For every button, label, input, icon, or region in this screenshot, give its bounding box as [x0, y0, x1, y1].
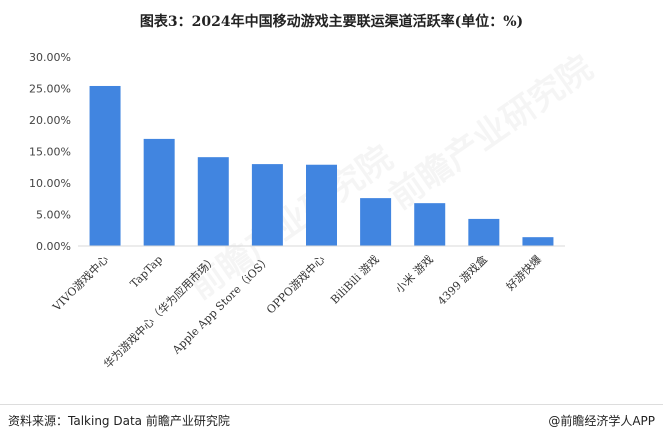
y-tick-label: 15.00% — [29, 146, 71, 159]
x-tick-label: 好游快爆 — [503, 252, 544, 293]
y-tick-label: 5.00% — [36, 209, 71, 222]
source-note: 资料来源：Talking Data 前瞻产业研究院 — [8, 414, 230, 428]
x-tick-label: TapTap — [128, 253, 166, 291]
bar-chart: 前瞻产业研究院 前瞻产业研究院 0.00%5.00%10.00%15.00%20… — [29, 48, 600, 371]
x-tick-label: BiliBili 游戏 — [328, 253, 382, 307]
footer-divider — [0, 404, 663, 405]
y-tick-label: 20.00% — [29, 114, 71, 127]
watermark: 前瞻产业研究院 — [382, 48, 600, 217]
x-tick-label: 华为游戏中心（华为应用市场） — [101, 252, 220, 371]
bar — [143, 138, 175, 246]
y-tick-label: 25.00% — [29, 83, 71, 96]
x-tick-label: VIVO游戏中心 — [50, 253, 112, 315]
y-tick-label: 10.00% — [29, 177, 71, 190]
x-tick-label: 4399 游戏盒 — [434, 252, 490, 308]
bar — [89, 85, 121, 246]
bar — [360, 198, 392, 246]
bar — [522, 237, 554, 246]
y-tick-label: 0.00% — [36, 240, 71, 253]
chart-title: 图表3：2024年中国移动游戏主要联运渠道活跃率(单位：%) — [139, 14, 524, 30]
bar — [468, 218, 500, 246]
bar — [306, 164, 337, 246]
y-tick-label: 30.00% — [29, 51, 71, 64]
bar — [251, 164, 283, 246]
bar — [414, 203, 446, 246]
x-tick-label: 小米 游戏 — [393, 253, 436, 296]
x-tick-label: OPPO游戏中心 — [264, 253, 328, 317]
bar — [197, 157, 229, 246]
credit-note: @前瞻经济学人APP — [548, 414, 655, 428]
